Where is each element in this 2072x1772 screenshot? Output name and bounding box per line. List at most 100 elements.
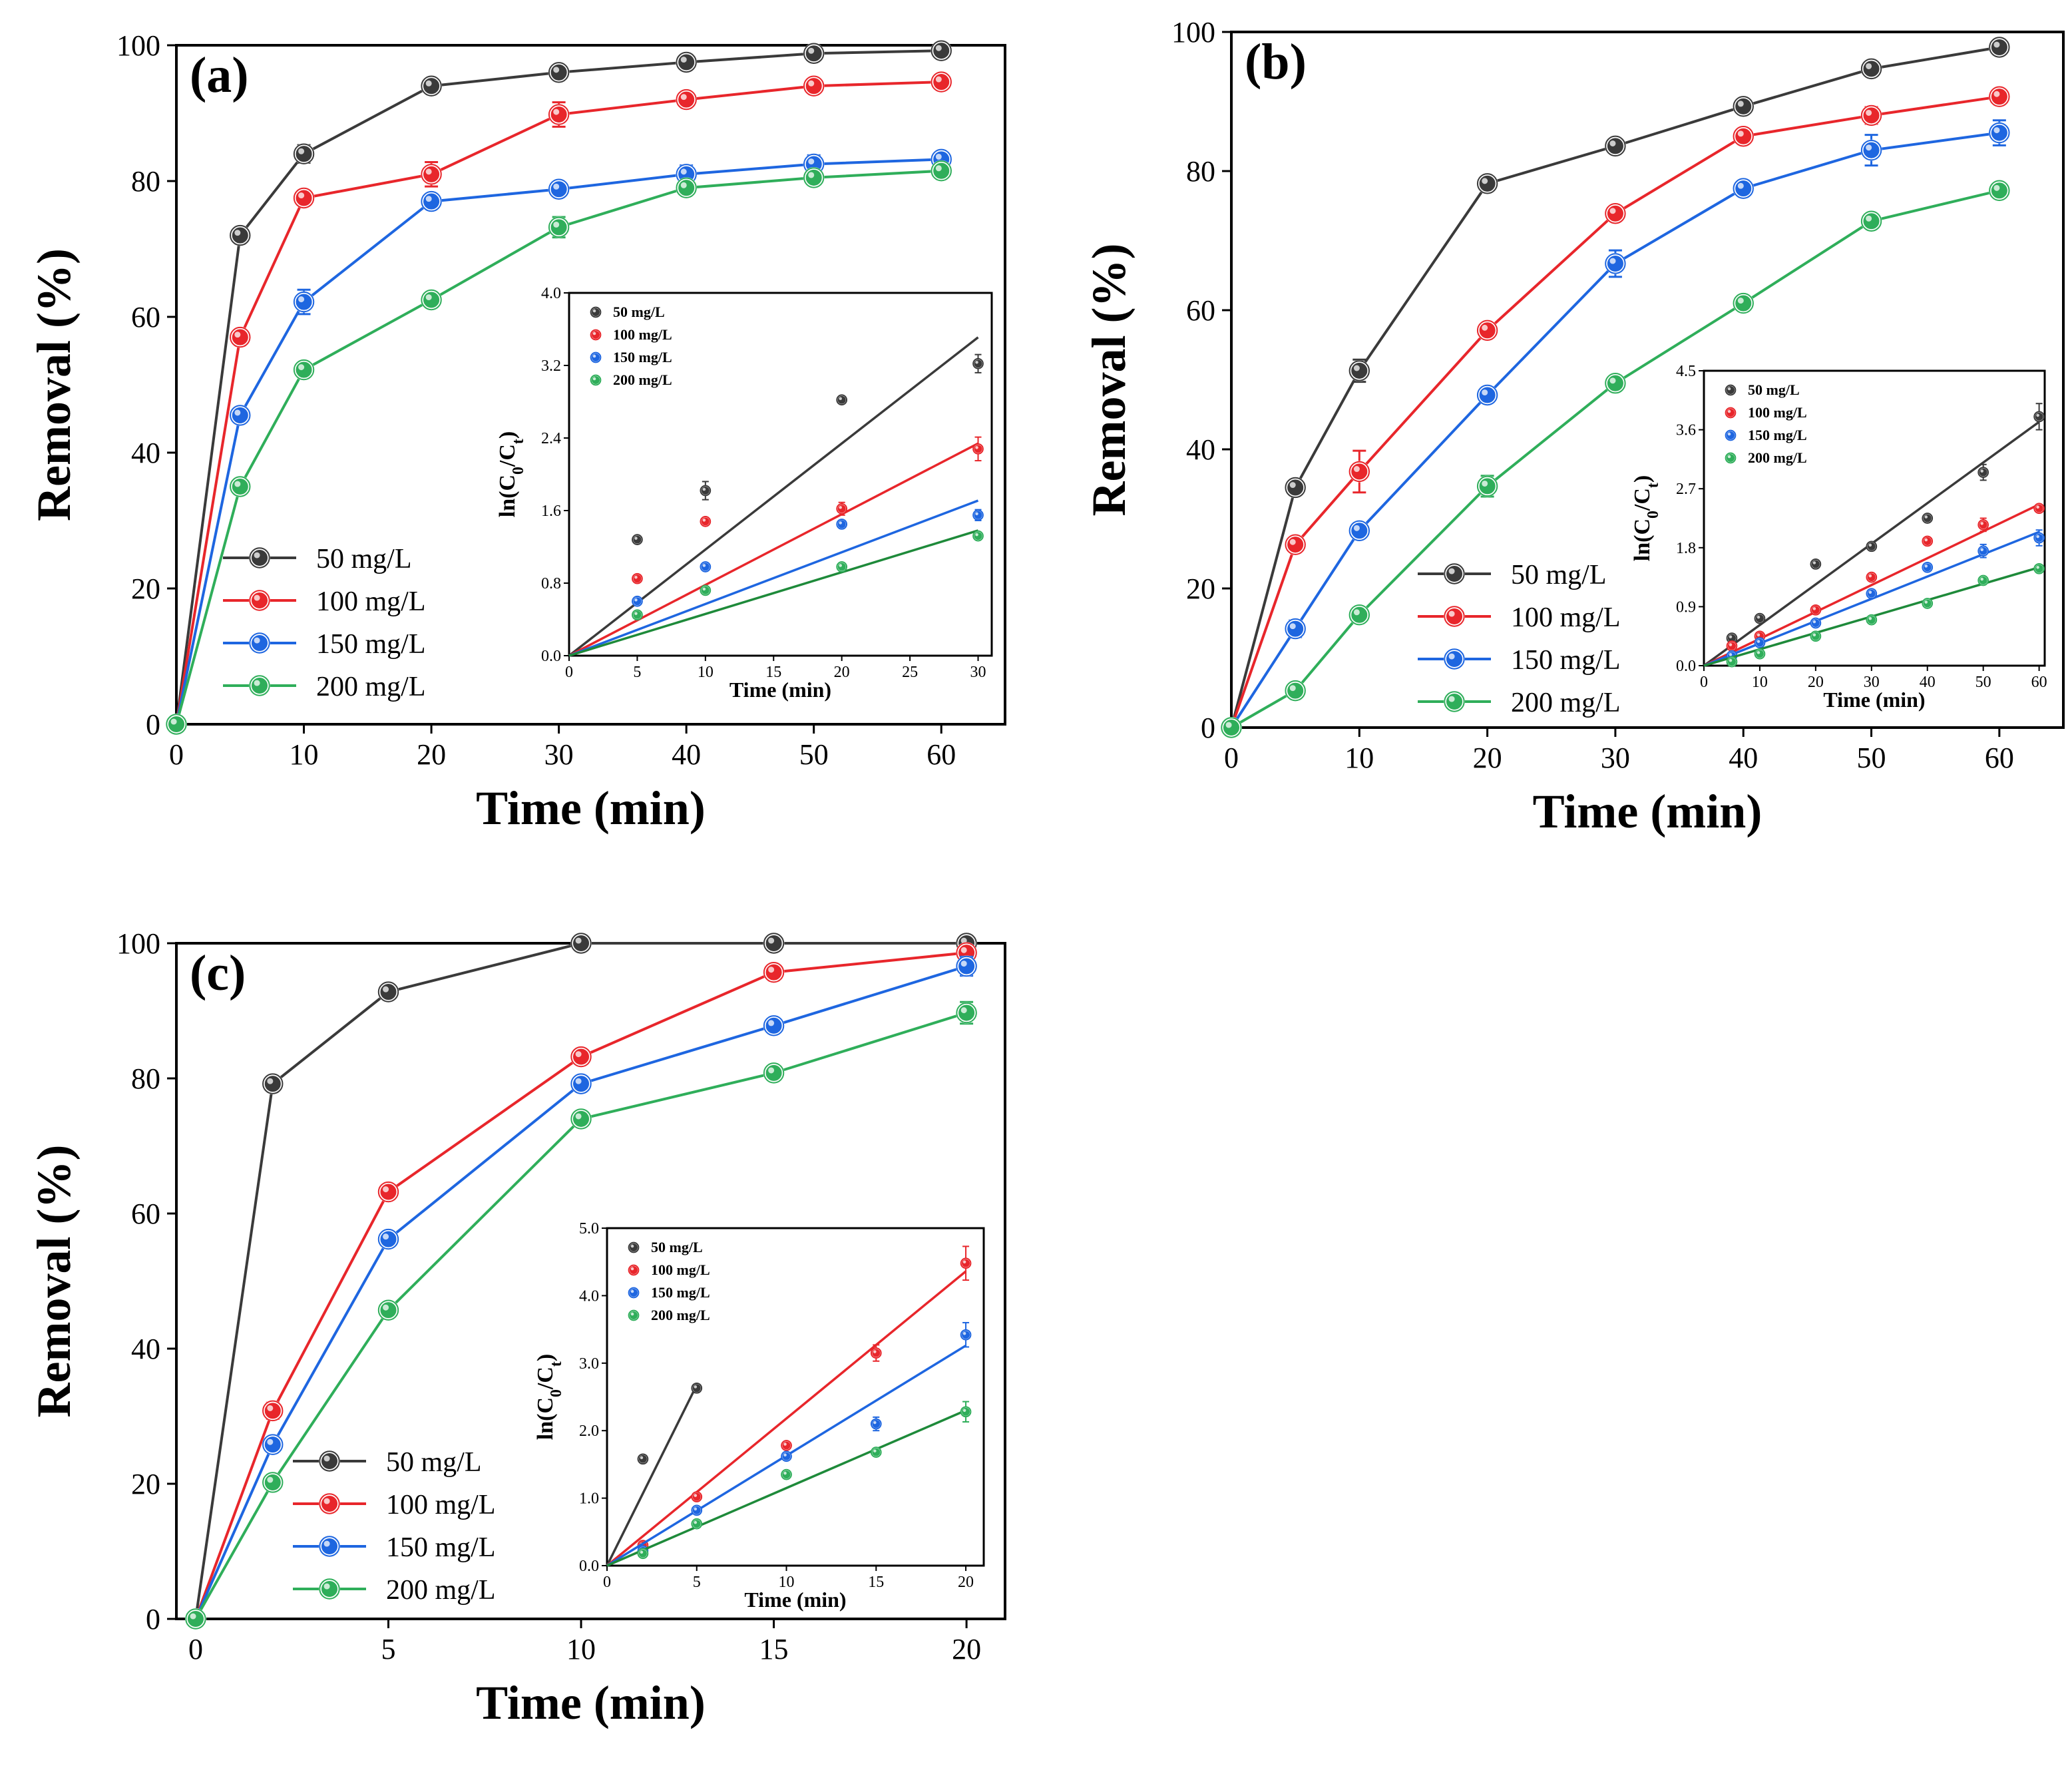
inset-data-point-highlight xyxy=(962,1409,966,1413)
legend-marker-highlight xyxy=(254,552,260,558)
data-point-highlight xyxy=(680,57,687,63)
data-point-outline xyxy=(377,1181,399,1203)
inset-data-point xyxy=(2033,411,2045,423)
inset-data-point xyxy=(1922,561,1934,573)
data-point xyxy=(377,1228,399,1250)
inset-data-point-highlight xyxy=(962,1260,966,1264)
data-point-outline xyxy=(262,1400,284,1422)
data-point-outline xyxy=(676,51,697,73)
inset-legend-marker xyxy=(628,1287,640,1299)
x-tick-label: 0 xyxy=(188,1633,203,1665)
legend: 50 mg/L 100 mg/L 150 mg/L 200 mg/L xyxy=(223,544,426,702)
data-point-outline xyxy=(1605,253,1626,274)
x-tick-label: 20 xyxy=(1473,742,1502,774)
data-point-highlight xyxy=(1737,298,1744,304)
data-point xyxy=(1733,292,1755,314)
inset-data-point-outline xyxy=(1922,535,1934,547)
data-point-highlight xyxy=(1737,182,1744,189)
data-point-outline xyxy=(1605,373,1626,394)
data-point-highlight xyxy=(1482,324,1488,331)
series-line xyxy=(194,1011,967,1620)
inset-legend-label: 50 mg/L xyxy=(613,304,665,320)
inset-x-tick-label: 5 xyxy=(633,664,641,681)
inset-legend-marker xyxy=(590,351,602,363)
inset-series-150-mg-l xyxy=(1703,529,2045,667)
inset-legend-marker-highlight xyxy=(1727,432,1731,436)
inset-data-point-outline xyxy=(1977,545,1989,557)
data-point-outline xyxy=(1476,173,1498,194)
data-point-outline xyxy=(548,104,570,125)
data-point-highlight xyxy=(383,986,389,993)
data-point-outline xyxy=(1989,122,2010,144)
inset-data-point-outline xyxy=(700,584,712,596)
data-point xyxy=(956,1002,978,1024)
data-point-outline xyxy=(956,1002,977,1024)
inset-data-point xyxy=(1810,558,1822,570)
y-tick-label: 0 xyxy=(146,1603,160,1636)
inset-legend-marker-outline xyxy=(1725,407,1737,419)
legend-label: 100 mg/L xyxy=(316,586,426,617)
data-point xyxy=(1476,475,1498,497)
inset-legend-marker-outline xyxy=(590,351,602,363)
x-tick-label: 20 xyxy=(417,738,446,771)
data-point-highlight xyxy=(425,168,432,175)
inset-legend-marker-outline xyxy=(628,1264,640,1276)
inset-data-point-outline xyxy=(637,1548,649,1560)
inset-x-tick-label: 10 xyxy=(1752,674,1768,691)
x-tick-label: 60 xyxy=(1985,742,2014,774)
data-point-highlight xyxy=(935,165,942,172)
y-tick-label: 40 xyxy=(131,1333,160,1365)
data-point-outline xyxy=(803,167,825,188)
legend-label: 150 mg/L xyxy=(1511,645,1621,676)
data-point xyxy=(956,955,978,977)
inset-y-tick-label: 1.0 xyxy=(579,1490,599,1508)
inset-data-point-outline xyxy=(781,1468,792,1480)
legend-label: 150 mg/L xyxy=(386,1532,496,1563)
data-point xyxy=(1604,135,1626,157)
inset-data-point-highlight xyxy=(783,1471,787,1475)
inset-data-point-highlight xyxy=(702,487,706,491)
legend: 50 mg/L 100 mg/L 150 mg/L 200 mg/L xyxy=(1418,560,1621,718)
data-point-highlight xyxy=(1993,184,2000,191)
series-line xyxy=(1230,95,2000,728)
series-line xyxy=(175,158,942,725)
data-point-outline xyxy=(1221,717,1242,738)
inset-y-tick-label: 0.0 xyxy=(541,648,561,665)
legend-marker xyxy=(319,1578,340,1600)
inset-series-200-mg-l xyxy=(568,529,984,657)
inset-data-point-highlight xyxy=(634,612,638,615)
data-point xyxy=(421,190,443,212)
data-point-outline xyxy=(1285,618,1306,640)
inset-data-point xyxy=(1977,574,1989,586)
legend-marker xyxy=(249,632,270,654)
inset-data-point-highlight xyxy=(1757,651,1761,654)
inset-data-point xyxy=(960,1329,972,1341)
inset-data-point-highlight xyxy=(783,1453,787,1457)
inset-legend: 50 mg/L 100 mg/L 150 mg/L 200 mg/L xyxy=(1725,381,1807,466)
inset-x-tick-label: 25 xyxy=(902,664,918,681)
data-point xyxy=(548,216,570,238)
data-point-highlight xyxy=(425,80,432,87)
inset-data-point-outline xyxy=(2033,562,2045,574)
inset-data-point-outline xyxy=(1866,588,1878,600)
data-point-highlight xyxy=(935,76,942,83)
inset-data-point-highlight xyxy=(1980,522,1983,525)
inset-y-axis-title: ln(C0/Ct) xyxy=(533,1354,565,1440)
data-point xyxy=(1733,95,1755,117)
inset-data-point-highlight xyxy=(1729,643,1733,646)
series-200-mg-l xyxy=(184,1000,978,1630)
inset-data-point-outline xyxy=(1922,598,1934,609)
x-tick-label: 60 xyxy=(927,738,956,771)
inset-data-point-highlight xyxy=(1729,635,1733,638)
inset-data-point-highlight xyxy=(634,537,638,540)
inset-data-point xyxy=(972,509,984,521)
inset-data-point xyxy=(1866,541,1878,553)
data-point xyxy=(570,1046,592,1068)
inset-data-point xyxy=(781,1468,792,1480)
inset-y-tick-label: 1.6 xyxy=(541,503,561,520)
data-point xyxy=(293,359,315,381)
inset-data-point-highlight xyxy=(1812,561,1816,564)
series-line xyxy=(175,81,942,725)
